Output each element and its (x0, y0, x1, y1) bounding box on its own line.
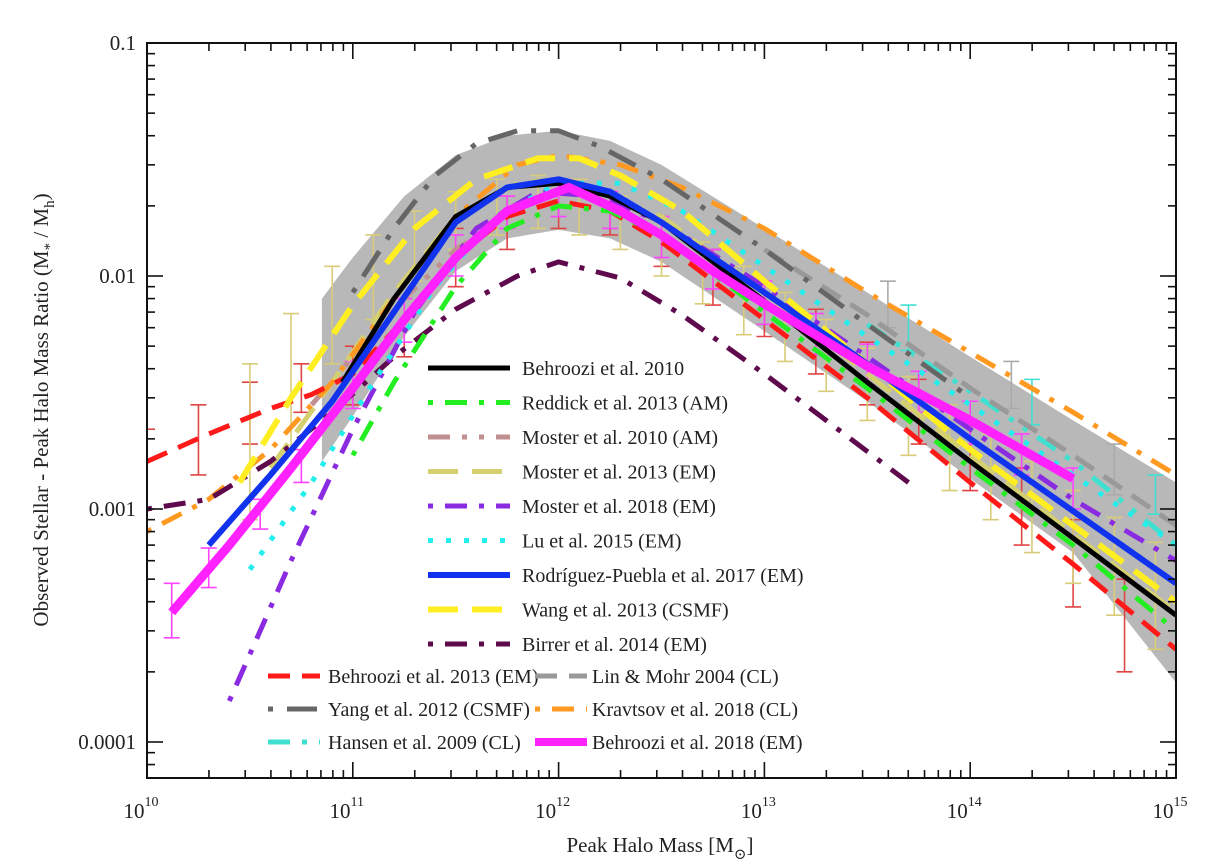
legend-entry: Behroozi et al. 2013 (EM) (268, 666, 539, 688)
legend-label: Reddick et al. 2013 (AM) (522, 393, 728, 415)
legend-label: Moster et al. 2010 (AM) (522, 427, 718, 449)
y-tick-label: 0.1 (110, 31, 136, 55)
error-bar (1003, 360, 1020, 410)
series-line-moster-et-al-2013-em (268, 176, 1176, 615)
legend-entry: Moster et al. 2013 (EM) (428, 462, 716, 484)
svg-text:Observed Stellar - Peak Halo M: Observed Stellar - Peak Halo Mass Ratio … (29, 193, 58, 626)
legend-entry: Yang et al. 2012 (CSMF) (268, 699, 530, 721)
legend-label: Hansen et al. 2009 (CL) (328, 732, 521, 754)
x-tick-label: 1010 (124, 795, 159, 823)
legend-label: Moster et al. 2013 (EM) (522, 462, 716, 484)
series-lines (147, 128, 1176, 702)
legend-entry: Hansen et al. 2009 (CL) (268, 732, 521, 754)
uncertainty-band (321, 130, 1176, 683)
legend: Behroozi et al. 2010 Reddick et al. 2013 … (268, 358, 804, 754)
error-bar (324, 265, 341, 365)
uncertainty-band-area (321, 130, 1176, 683)
series-line-rodr-guez-puebla-et-al-2017-em (206, 176, 1176, 586)
legend-entry: Moster et al. 2018 (EM) (428, 496, 716, 518)
legend-entry: Lu et al. 2015 (EM) (428, 531, 681, 553)
legend-label: Lin & Mohr 2004 (CL) (592, 666, 779, 688)
legend-entry: Wang et al. 2013 (CSMF) (428, 600, 729, 622)
x-axis-label-main: Peak Halo Mass [M (567, 833, 735, 857)
y-axis-label-close: ) (29, 193, 53, 200)
x-tick-label: 1013 (741, 795, 776, 823)
legend-entry: Behroozi et al. 2018 (EM) (535, 732, 803, 754)
legend-label: Behroozi et al. 2010 (522, 358, 684, 380)
svg-text:Peak Halo Mass [M⊙]: Peak Halo Mass [M⊙] (567, 833, 754, 863)
x-axis-label: Peak Halo Mass [M⊙] (567, 833, 754, 863)
y-tick-label: 0.01 (99, 264, 136, 288)
legend-entry: Behroozi et al. 2010 (428, 358, 684, 380)
series-line-moster-et-al-2018-em (227, 189, 1176, 702)
x-tick-label: 1012 (535, 795, 570, 823)
x-axis-label-close: ] (746, 833, 753, 857)
legend-label: Yang et al. 2012 (CSMF) (328, 699, 530, 721)
legend-entry: Reddick et al. 2013 (AM) (428, 393, 728, 415)
x-tick-label: 1014 (947, 795, 982, 823)
legend-entry: Lin & Mohr 2004 (CL) (535, 666, 779, 688)
series-line-birrer-et-al-2014-em (147, 259, 910, 512)
legend-label: Behroozi et al. 2013 (EM) (328, 666, 539, 688)
y-axis-label-mid: / M (29, 208, 53, 243)
error-bar (293, 362, 310, 414)
error-bar (1106, 443, 1123, 496)
y-axis-label-sub1: * (42, 243, 58, 251)
tick-labels: 1010 1011 1012 1013 1014 1015 0.1 0.01 0.001 0.00… (78, 31, 1187, 823)
y-axis-label-sub2: h (42, 200, 58, 208)
plot-frame (146, 42, 1177, 779)
legend-label: Kravtsov et al. 2018 (CL) (592, 699, 798, 721)
axis-ticks (146, 42, 1176, 778)
x-tick-label: 1011 (330, 795, 364, 823)
y-axis-label: Observed Stellar - Peak Halo Mass Ratio … (29, 193, 58, 626)
legend-label: Wang et al. 2013 (CSMF) (522, 600, 729, 622)
series-line-yang-et-al-2012-csmf (350, 128, 972, 400)
series-line-lin-mohr-2004-cl (763, 247, 1176, 528)
legend-label: Behroozi et al. 2018 (EM) (592, 732, 803, 754)
x-axis-label-sub: ⊙ (734, 847, 747, 863)
series-line-behroozi-et-al-2018-em (168, 182, 1076, 616)
series-line-kravtsov-et-al-2018-cl (147, 152, 1176, 534)
legend-label: Moster et al. 2018 (EM) (522, 496, 716, 518)
x-tick-label: 1015 (1153, 795, 1188, 823)
legend-label: Birrer et al. 2014 (EM) (522, 634, 707, 656)
legend-label: Lu et al. 2015 (EM) (522, 531, 681, 553)
series-line-wang-et-al-2013-csmf (237, 155, 1176, 605)
legend-entry: Birrer et al. 2014 (EM) (428, 634, 707, 656)
legend-entry: Kravtsov et al. 2018 (CL) (535, 699, 798, 721)
y-tick-label: 0.0001 (78, 730, 136, 754)
legend-entry: Moster et al. 2010 (AM) (428, 427, 718, 449)
y-tick-label: 0.001 (89, 497, 136, 521)
legend-entry: Rodríguez-Puebla et al. 2017 (EM) (428, 565, 804, 587)
y-axis-label-main: Observed Stellar - Peak Halo Mass Ratio … (29, 250, 53, 627)
legend-label: Rodríguez-Puebla et al. 2017 (EM) (522, 565, 804, 587)
